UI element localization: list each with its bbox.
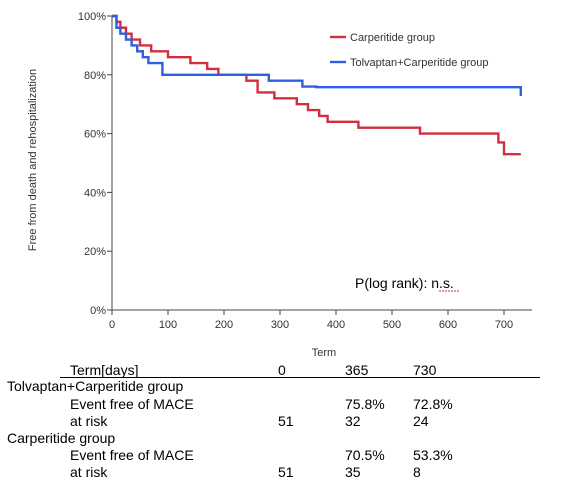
series-line-tolvaptan-carperitide [112,14,522,96]
legend-label: Carperitide group [350,32,435,44]
y-axis-title: Free from death and rehospitalization [27,69,39,251]
axes: 0% 20% 40% 60% 80% 100% 0 100 200 300 400 500 600 700 [78,11,532,331]
x-tick-label: 700 [495,319,513,331]
y-tick-label: 60% [84,129,106,141]
x-tick-label: 100 [159,319,177,331]
y-tick-label: 20% [84,246,106,258]
plot-lines [112,14,522,156]
x-tick-label: 400 [327,319,345,331]
x-tick-label: 200 [215,319,233,331]
x-tick-label: 500 [383,319,401,331]
legend: Carperitide group Tolvaptan+Carperitide g… [330,32,489,69]
y-tick-label: 80% [84,70,106,82]
x-axis-title: Term [312,347,336,359]
y-tick-label: 40% [84,187,106,199]
p-value-annotation: P(log rank): n.s. [355,275,454,291]
x-tick-label: 300 [271,319,289,331]
y-tick-label: 100% [78,11,106,23]
x-tick-label: 0 [109,319,115,331]
series-line-carperitide [112,14,521,156]
y-tick-label: 0% [90,305,106,317]
legend-label: Tolvaptan+Carperitide group [350,57,489,69]
x-tick-label: 600 [439,319,457,331]
